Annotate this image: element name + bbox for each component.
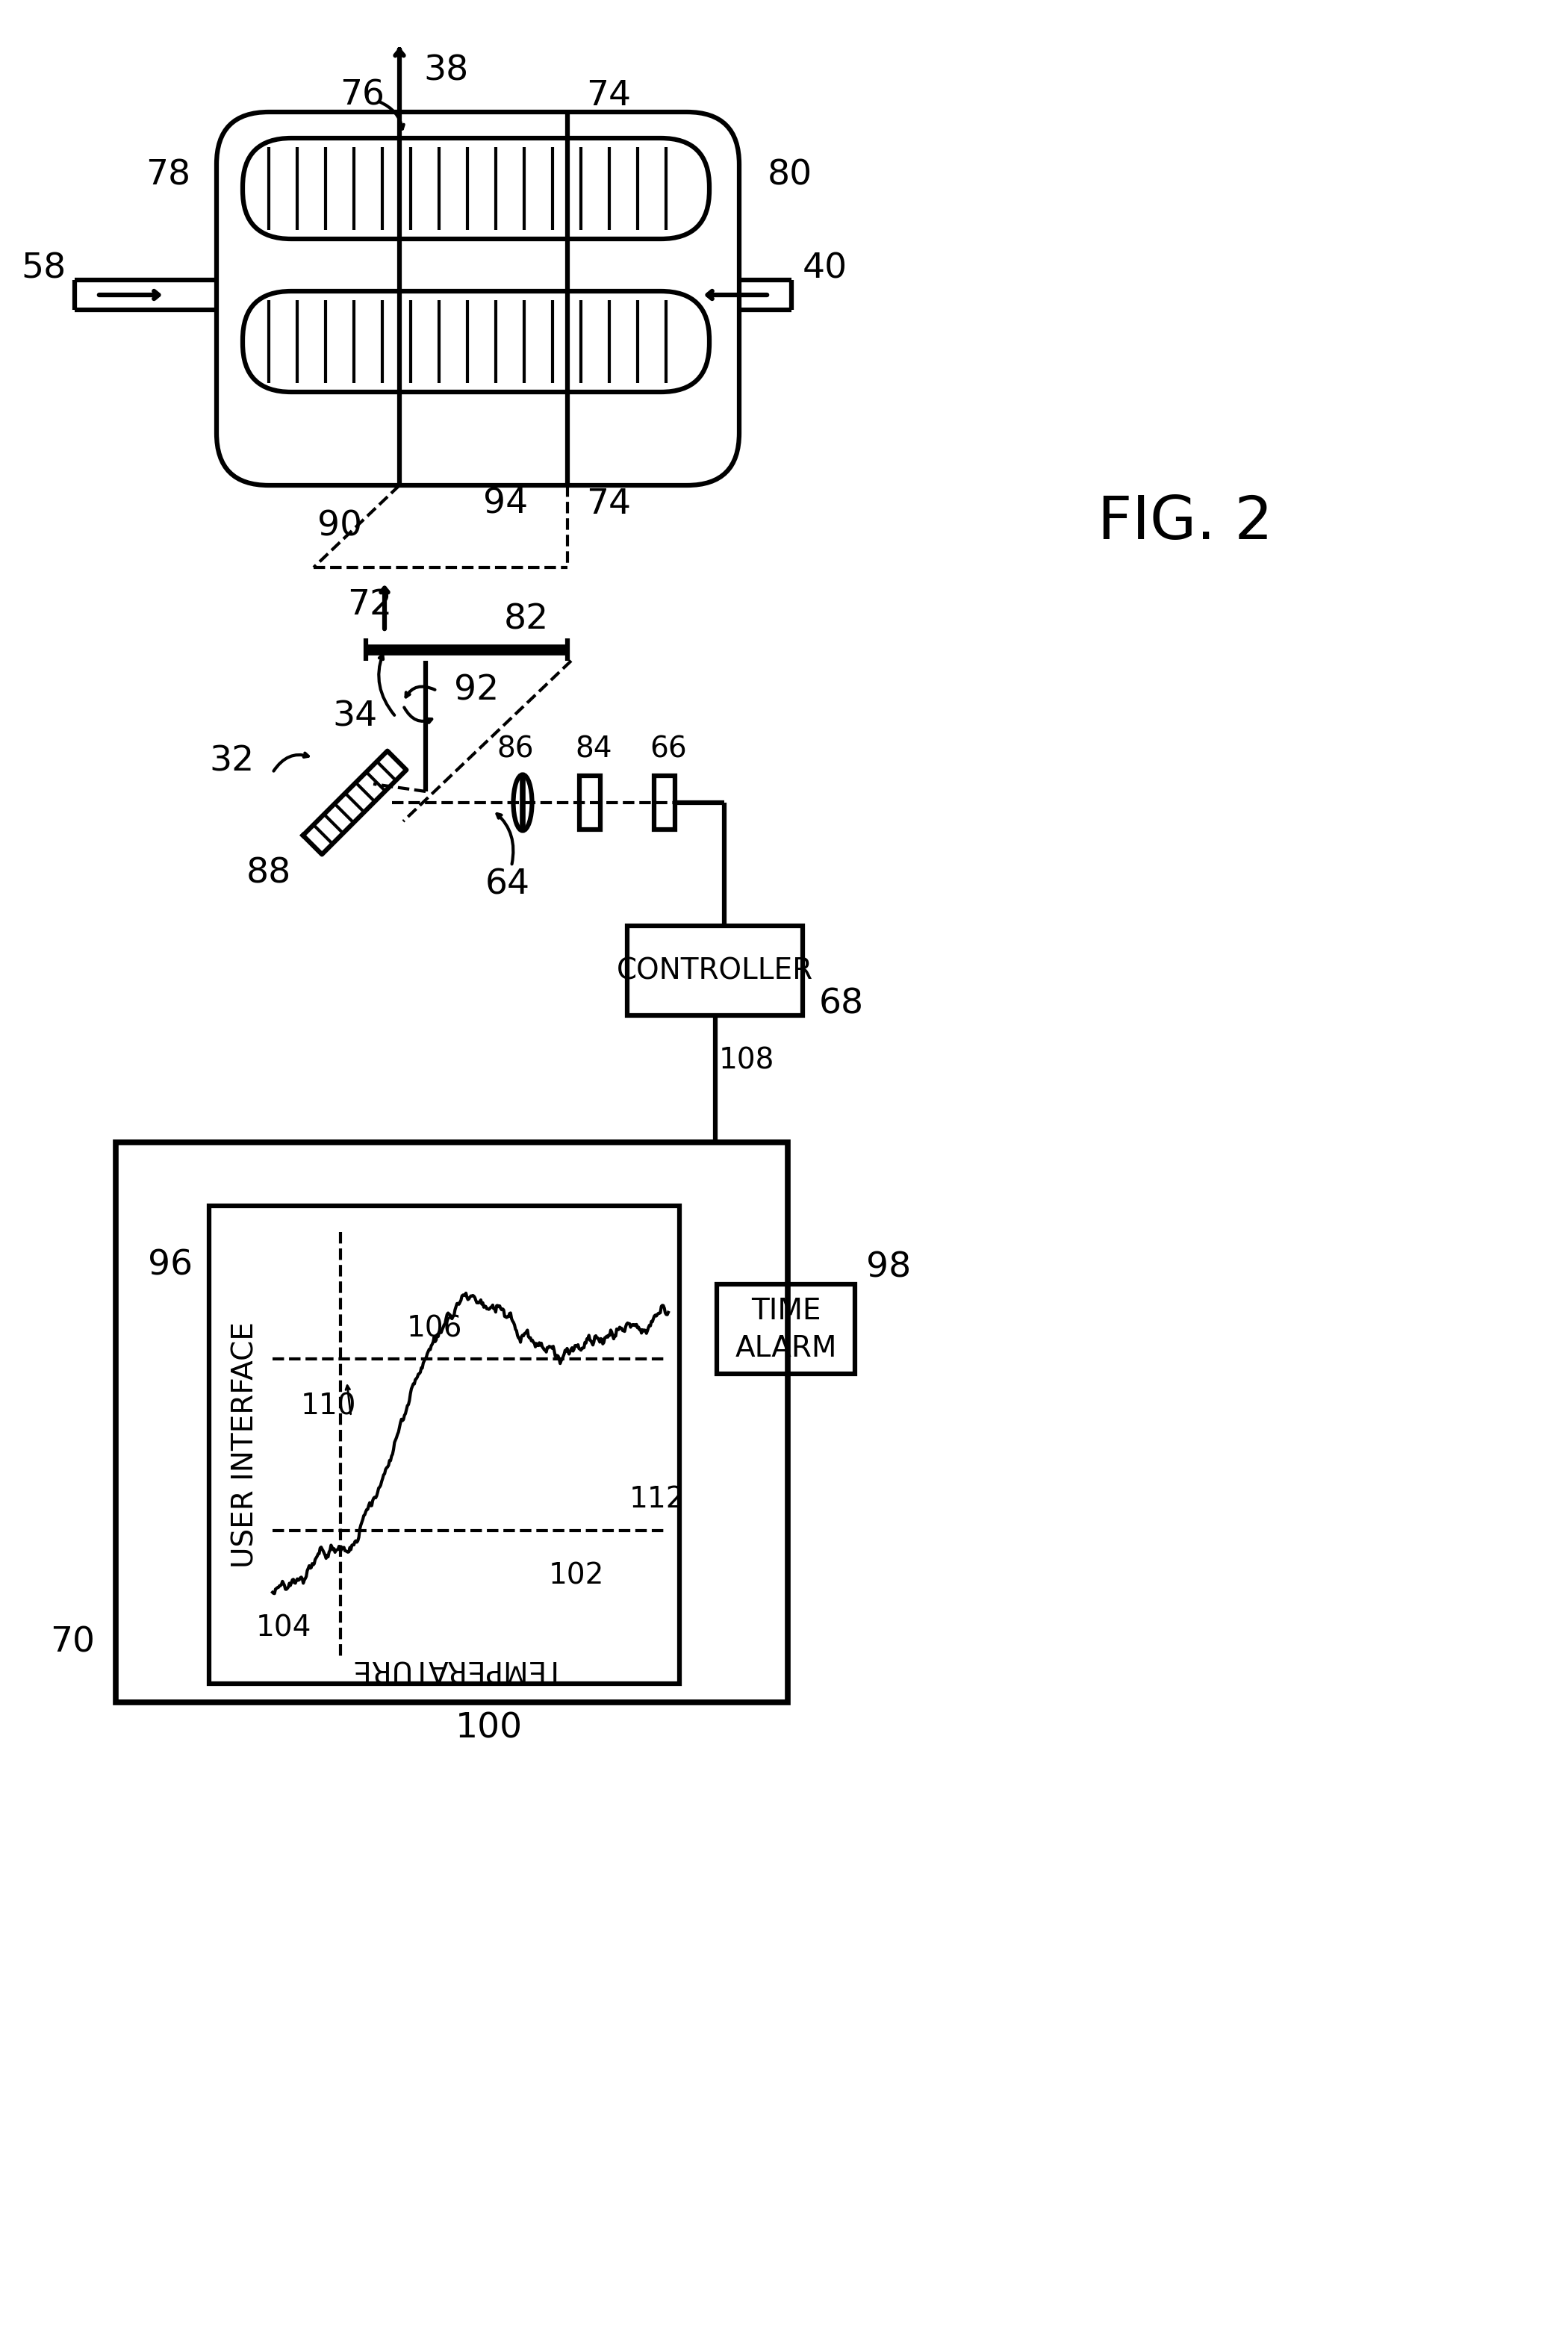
Text: 102: 102 bbox=[549, 1561, 604, 1589]
Text: 74: 74 bbox=[586, 79, 630, 112]
Text: 58: 58 bbox=[20, 252, 66, 285]
Text: 40: 40 bbox=[803, 252, 848, 285]
Text: 66: 66 bbox=[649, 734, 687, 764]
Text: 82: 82 bbox=[503, 603, 549, 636]
Text: 108: 108 bbox=[718, 1047, 775, 1075]
Text: CONTROLLER: CONTROLLER bbox=[616, 956, 814, 984]
Text: TEMPERATURE: TEMPERATURE bbox=[354, 1655, 564, 1683]
Text: 64: 64 bbox=[485, 867, 530, 902]
Text: 38: 38 bbox=[423, 54, 469, 89]
Text: 96: 96 bbox=[147, 1248, 193, 1283]
Text: 104: 104 bbox=[256, 1613, 312, 1643]
Text: 88: 88 bbox=[246, 858, 292, 890]
Text: FIG. 2: FIG. 2 bbox=[1098, 493, 1273, 552]
Text: 68: 68 bbox=[818, 989, 864, 1021]
Text: 90: 90 bbox=[317, 509, 362, 542]
Text: 72: 72 bbox=[347, 589, 392, 622]
Text: 106: 106 bbox=[408, 1316, 463, 1344]
Text: 92: 92 bbox=[453, 673, 499, 708]
Text: 80: 80 bbox=[767, 159, 812, 192]
Text: 74: 74 bbox=[586, 486, 630, 521]
Text: 98: 98 bbox=[866, 1250, 911, 1285]
Text: 100: 100 bbox=[455, 1711, 522, 1746]
Text: 78: 78 bbox=[146, 159, 190, 192]
Text: USER INTERFACE: USER INTERFACE bbox=[230, 1323, 259, 1568]
Text: 32: 32 bbox=[209, 746, 254, 778]
Text: 86: 86 bbox=[497, 734, 533, 764]
Text: 94: 94 bbox=[483, 486, 528, 521]
Text: 76: 76 bbox=[340, 79, 384, 112]
Text: 70: 70 bbox=[50, 1627, 94, 1659]
Text: 110: 110 bbox=[301, 1393, 356, 1421]
Text: ALARM: ALARM bbox=[735, 1334, 837, 1362]
Text: 84: 84 bbox=[575, 734, 612, 764]
Text: 34: 34 bbox=[332, 701, 378, 734]
Text: 112: 112 bbox=[629, 1486, 685, 1514]
Text: TIME: TIME bbox=[751, 1297, 820, 1325]
